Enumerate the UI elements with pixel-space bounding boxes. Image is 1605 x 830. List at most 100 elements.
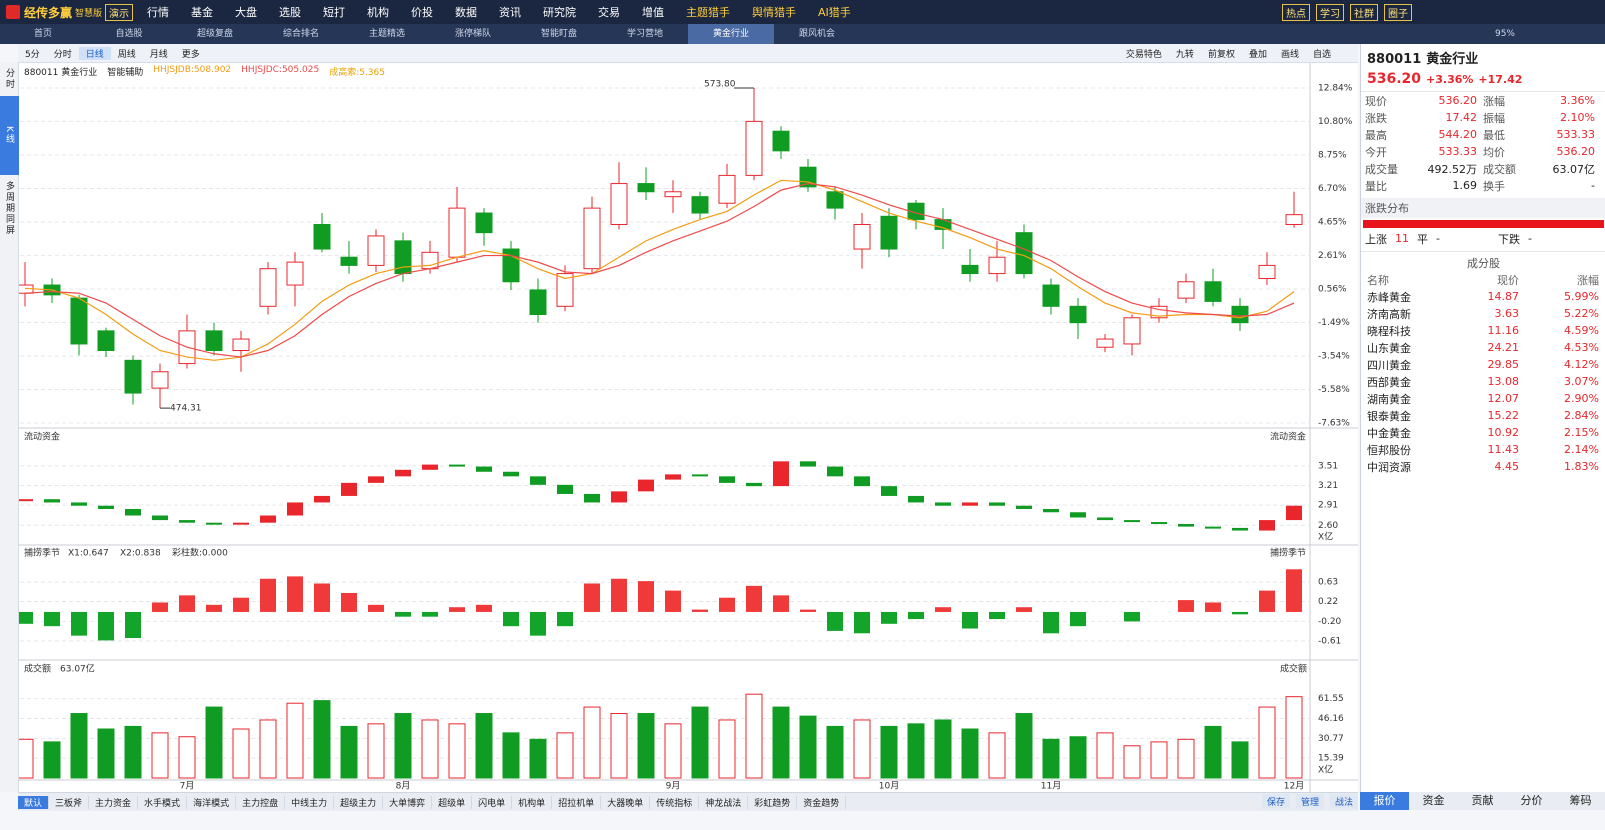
component-row[interactable]: 赤峰黄金 14.87 5.99% [1361, 288, 1605, 305]
bottom-tab[interactable]: 三板斧 [49, 795, 90, 809]
menu-item[interactable]: 主题猎手 [686, 6, 731, 19]
bottom-tab[interactable]: 超级主力 [334, 795, 384, 809]
bottom-tab[interactable]: 闪电单 [472, 795, 513, 809]
flow-bar [125, 508, 141, 516]
panel-tab[interactable]: 贡献 [1471, 794, 1494, 807]
menu-item[interactable]: 行情 [147, 6, 170, 19]
distribution-bar [1363, 220, 1604, 228]
bottom-tab[interactable]: 主力控盘 [236, 795, 286, 809]
price: 536.20 [1367, 71, 1422, 87]
tab[interactable]: 首页 [33, 29, 52, 39]
indicator-label: X2:0.838 [120, 549, 161, 559]
period[interactable]: 分时 [53, 49, 72, 60]
toolbar: 5分 分时 日线 周线 月线 更多 交易特色 九转 前复权 叠加 画线 自选 [18, 44, 1358, 63]
menu-item[interactable]: 数据 [455, 6, 478, 19]
bottom-tab[interactable]: 大器晚单 [601, 795, 651, 809]
bottom-action[interactable]: 管理 [1296, 794, 1325, 809]
tool[interactable]: 九转 [1175, 49, 1194, 60]
bottom-action[interactable]: 战法 [1330, 794, 1359, 809]
panel-tab[interactable]: 分价 [1520, 794, 1543, 807]
demo[interactable]: 演示 [105, 3, 134, 21]
period[interactable]: 更多 [181, 49, 200, 60]
side-tab[interactable]: K线 [0, 96, 19, 175]
shortcut[interactable]: 社群 [1350, 3, 1378, 21]
menu-item[interactable]: 研究院 [543, 6, 577, 19]
bottom-tab[interactable]: 彩虹趋势 [748, 795, 798, 809]
component-row[interactable]: 中润资源 4.45 1.83% [1361, 458, 1605, 475]
flow-bar [395, 469, 411, 477]
tab[interactable]: 自选股 [115, 29, 143, 39]
bottom-tab[interactable]: 资金趋势 [797, 795, 847, 809]
bottom-tab[interactable]: 水手模式 [138, 795, 188, 809]
menu-item[interactable]: 基金 [191, 6, 214, 19]
component-row[interactable]: 银泰黄金 15.22 2.84% [1361, 407, 1605, 424]
shortcut[interactable]: 热点 [1282, 3, 1310, 21]
panel-tab[interactable]: 报价 [1360, 792, 1409, 810]
side-tab[interactable]: 分时 [4, 68, 14, 90]
bottom-tab[interactable]: 机构单 [512, 795, 553, 809]
distribution-up-label: 上涨 [1365, 232, 1387, 246]
bottom-action[interactable]: 保存 [1262, 794, 1291, 809]
component-row[interactable]: 济南高新 3.63 5.22% [1361, 305, 1605, 322]
tool[interactable]: 画线 [1280, 49, 1299, 60]
tab[interactable]: 涨停梯队 [454, 29, 491, 39]
component-row[interactable]: 恒邦股份 11.43 2.14% [1361, 441, 1605, 458]
panel-tab[interactable]: 筹码 [1569, 794, 1592, 807]
tab[interactable]: 学习营地 [626, 29, 663, 39]
volume-bar [934, 719, 952, 779]
shortcut[interactable]: 学习 [1316, 3, 1344, 21]
bottom-tab[interactable]: 超级单 [432, 795, 473, 809]
menu-item[interactable]: AI猎手 [818, 6, 851, 19]
component-row[interactable]: 山东黄金 24.21 4.53% [1361, 339, 1605, 356]
menu-item[interactable]: 交易 [598, 6, 621, 19]
candle-body [610, 183, 628, 225]
period[interactable]: 日线 [78, 46, 111, 60]
bottom-tab[interactable]: 传统指标 [650, 795, 700, 809]
field-value: 536.20 [1438, 94, 1478, 107]
tab[interactable]: 黄金行业 [688, 24, 774, 44]
indicator-bar [395, 611, 411, 617]
menu-item[interactable]: 大盘 [235, 6, 258, 19]
quote-price: 536.20 +3.36% +17.42 [1361, 71, 1605, 92]
indicator-bar [476, 604, 492, 612]
bottom-tab[interactable]: 神龙战法 [699, 795, 749, 809]
tab[interactable]: 主题精选 [368, 29, 405, 39]
tab[interactable]: 综合排名 [282, 29, 319, 39]
component-row[interactable]: 中金黄金 10.92 2.15% [1361, 424, 1605, 441]
component-row[interactable]: 晓程科技 11.16 4.59% [1361, 322, 1605, 339]
y-tick-label: 30.77 [1318, 734, 1344, 744]
bottom-tab[interactable]: 海洋模式 [187, 795, 237, 809]
field-label: 涨幅 [1483, 94, 1505, 108]
side-tab[interactable]: 多周期同屏 [4, 180, 14, 236]
menu-item[interactable]: 短打 [323, 6, 346, 19]
menu-item[interactable]: 舆情猎手 [752, 6, 797, 19]
bottom-tab[interactable]: 招拉机单 [552, 795, 602, 809]
component-row[interactable]: 湖南黄金 12.07 2.90% [1361, 390, 1605, 407]
menu-item[interactable]: 机构 [367, 6, 390, 19]
legend-assist[interactable]: 智能辅助 [107, 68, 144, 78]
component-row[interactable]: 四川黄金 29.85 4.12% [1361, 356, 1605, 373]
bottom-tab[interactable]: 大单博弈 [383, 795, 433, 809]
tool[interactable]: 交易特色 [1125, 49, 1162, 60]
tab[interactable]: 跟风机会 [798, 29, 835, 39]
period[interactable]: 周线 [117, 49, 136, 60]
tab[interactable]: 超级复盘 [196, 29, 233, 39]
ma-line [24, 179, 1295, 361]
bottom-tab[interactable]: 默认 [18, 795, 50, 809]
menu-item[interactable]: 选股 [279, 6, 302, 19]
bottom-tab[interactable]: 中线主力 [285, 795, 335, 809]
panel-tab[interactable]: 资金 [1422, 794, 1445, 807]
tool[interactable]: 自选 [1312, 49, 1331, 60]
menu-item[interactable]: 价投 [411, 6, 434, 19]
tool[interactable]: 叠加 [1248, 49, 1267, 60]
menu-item[interactable]: 资讯 [499, 6, 522, 19]
period[interactable]: 月线 [149, 49, 168, 60]
volume-bar [448, 723, 466, 779]
menu-item[interactable]: 增值 [642, 6, 665, 19]
tab[interactable]: 智能盯盘 [540, 29, 577, 39]
shortcut[interactable]: 圈子 [1384, 3, 1412, 21]
bottom-tab[interactable]: 主力资金 [89, 795, 139, 809]
tool[interactable]: 前复权 [1207, 49, 1235, 60]
period[interactable]: 5分 [25, 49, 40, 60]
component-row[interactable]: 西部黄金 13.08 3.07% [1361, 373, 1605, 390]
